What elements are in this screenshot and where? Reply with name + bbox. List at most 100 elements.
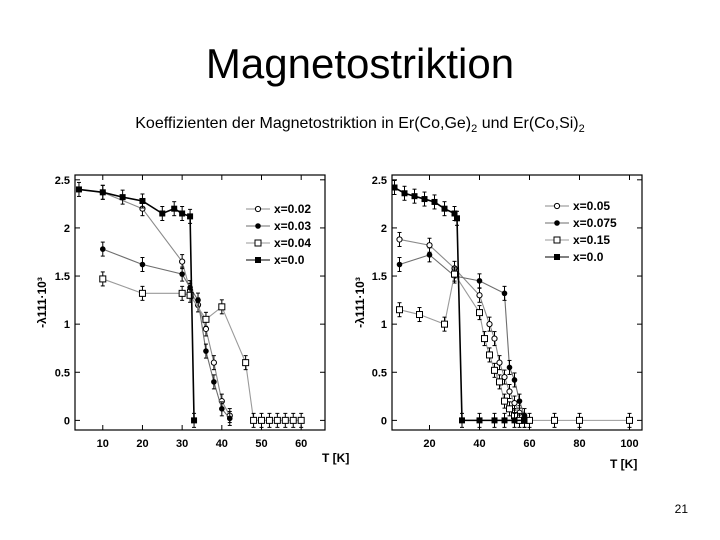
y-axis-label: -λ111·10³ — [353, 277, 367, 328]
series-line-4 — [78, 188, 195, 421]
data-point-series-4 — [159, 210, 166, 217]
data-point-series-2 — [99, 246, 106, 252]
data-point-series-4 — [491, 417, 498, 424]
series-line-1 — [102, 191, 231, 416]
data-point-series-4 — [187, 213, 194, 220]
data-point-series-4 — [99, 189, 106, 196]
x-tick-label: 40 — [216, 438, 228, 450]
data-point-series-2 — [426, 252, 433, 258]
data-point-series-3 — [178, 289, 186, 297]
x-tick-label: 20 — [136, 438, 148, 450]
data-point-series-3 — [626, 416, 633, 424]
y-tick-label: 0.5 — [372, 367, 387, 379]
legend-label: x=0.05 — [573, 199, 610, 213]
data-point-series-2 — [195, 297, 201, 303]
series-line-3 — [102, 278, 302, 421]
data-point-series-3 — [396, 306, 403, 314]
data-point-series-3 — [138, 289, 146, 297]
x-axis-label: T [K] — [610, 457, 637, 471]
data-point-series-4 — [511, 417, 518, 424]
data-point-series-4 — [431, 198, 438, 205]
legend-marker — [255, 257, 261, 263]
x-tick-label: 20 — [423, 438, 435, 450]
data-point-series-4 — [179, 210, 186, 217]
data-point-series-3 — [265, 416, 273, 424]
subtitle-subscript-1: 2 — [471, 123, 478, 136]
data-point-series-3 — [218, 303, 226, 311]
data-point-series-3 — [486, 351, 493, 359]
x-tick-label: 80 — [573, 438, 585, 450]
data-point-series-2 — [203, 348, 209, 354]
series-line-3 — [399, 272, 630, 421]
data-point-series-4 — [501, 417, 508, 424]
data-point-series-3 — [250, 416, 258, 424]
y-tick-label: 0 — [381, 415, 387, 427]
slide-subtitle: Koeffizienten der Magnetostriktion in Er… — [0, 113, 720, 140]
data-point-series-4 — [521, 417, 528, 424]
data-point-series-4 — [171, 205, 178, 212]
legend-marker — [255, 223, 261, 229]
legend-label: x=0.0 — [573, 250, 604, 264]
data-point-series-1 — [501, 373, 508, 381]
legend-label: x=0.04 — [274, 236, 311, 250]
data-point-series-3 — [496, 378, 503, 386]
subtitle-text-2: und Er(Co,Si) — [477, 115, 579, 132]
data-point-series-3 — [551, 416, 558, 424]
data-point-series-3 — [506, 405, 513, 413]
data-point-series-3 — [273, 416, 281, 424]
data-point-series-2 — [179, 271, 185, 277]
data-point-series-3 — [576, 416, 583, 424]
legend-label: x=0.075 — [573, 216, 617, 230]
subtitle-subscript-2: 2 — [578, 123, 585, 136]
data-point-series-3 — [441, 320, 448, 328]
data-point-series-3 — [501, 397, 508, 405]
data-point-series-3 — [297, 416, 305, 424]
series-line-2 — [102, 248, 231, 419]
data-point-series-3 — [258, 416, 266, 424]
data-point-series-4 — [459, 417, 465, 424]
data-point-series-3 — [416, 311, 423, 319]
data-point-series-3 — [281, 416, 289, 424]
y-tick-label: 1 — [64, 319, 70, 331]
chart-2: 20 40 60 80 100 0 0.5 1 1.5 2 2.5 -λ111·10³ T [K] x=0… — [353, 174, 643, 471]
data-point-series-2 — [226, 415, 233, 422]
data-point-series-1 — [396, 236, 403, 243]
data-point-series-1 — [426, 242, 433, 249]
legend-label: x=0.03 — [274, 219, 311, 233]
data-point-series-1 — [486, 321, 493, 328]
data-point-series-4 — [421, 196, 428, 203]
data-point-series-2 — [139, 261, 146, 268]
subtitle-text-1: Koeffizienten der Magnetostriktion in Er… — [135, 115, 472, 132]
data-point-series-2 — [211, 379, 217, 385]
data-point-series-4 — [441, 205, 448, 212]
data-point-series-4 — [119, 194, 126, 201]
data-point-series-2 — [516, 398, 523, 404]
data-point-series-3 — [451, 270, 458, 278]
y-tick-label: 2.5 — [55, 175, 70, 187]
data-point-series-4 — [401, 190, 408, 197]
slide-title: Magnetostriktion — [205, 40, 515, 87]
data-point-series-4 — [139, 197, 146, 204]
x-tick-label: 60 — [295, 438, 307, 450]
x-tick-label: 60 — [523, 438, 535, 450]
data-point-series-3 — [99, 275, 107, 283]
data-point-series-2 — [506, 364, 513, 371]
data-point-series-4 — [391, 184, 398, 191]
plot-frame — [391, 174, 643, 431]
y-tick-label: 1.5 — [55, 271, 70, 283]
data-point-series-3 — [289, 416, 297, 424]
y-tick-label: 2 — [381, 223, 387, 235]
data-point-series-4 — [75, 186, 82, 193]
x-tick-label: 30 — [176, 438, 188, 450]
data-point-series-3 — [491, 366, 498, 374]
x-tick-label: 50 — [255, 438, 267, 450]
y-tick-label: 0 — [64, 415, 70, 427]
data-point-series-1 — [491, 335, 498, 342]
y-tick-label: 2.5 — [372, 175, 387, 187]
data-point-series-3 — [202, 315, 210, 323]
data-point-series-4 — [454, 215, 460, 222]
legend-marker — [554, 220, 560, 226]
data-point-series-2 — [501, 290, 508, 297]
data-point-series-1 — [202, 325, 210, 333]
